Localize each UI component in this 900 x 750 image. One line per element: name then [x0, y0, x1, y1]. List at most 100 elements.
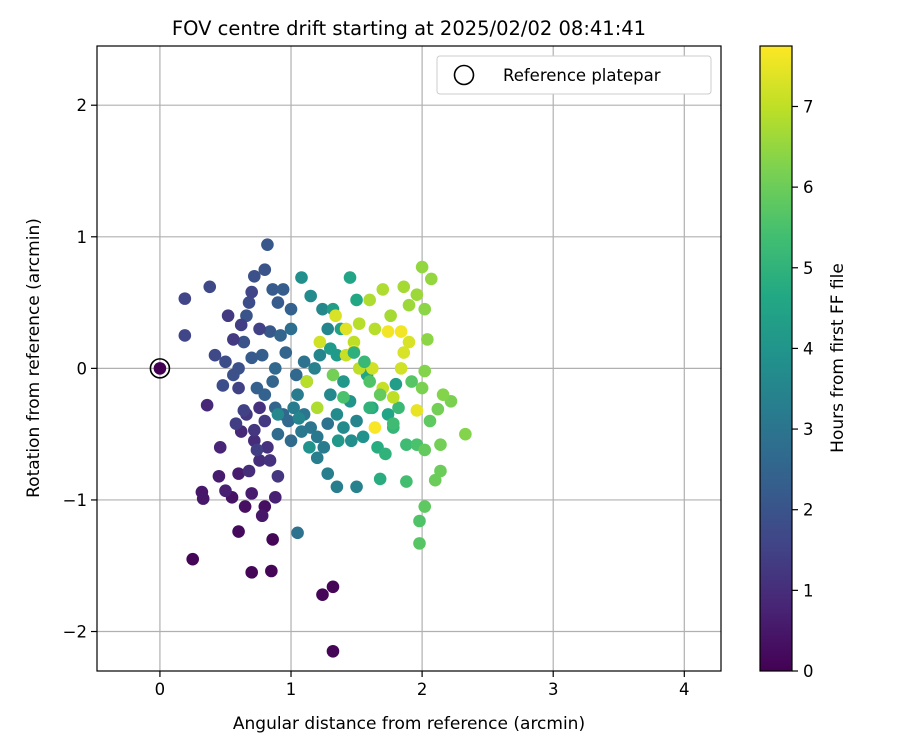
- colorbar-tick-label: 7: [803, 97, 814, 116]
- data-point: [316, 588, 329, 601]
- data-point: [326, 644, 340, 658]
- legend-label: Reference platepar: [503, 66, 661, 85]
- data-point: [291, 388, 304, 401]
- data-point: [394, 362, 408, 375]
- data-point: [248, 269, 261, 283]
- data-point: [330, 408, 344, 421]
- data-point: [195, 485, 209, 499]
- data-point: [242, 464, 256, 478]
- data-point: [310, 451, 324, 465]
- data-point: [386, 417, 400, 430]
- data-point: [219, 484, 232, 498]
- x-axis-label: Angular distance from reference (arcmin): [233, 714, 585, 734]
- data-point: [434, 438, 447, 451]
- data-point: [428, 473, 442, 487]
- data-point: [339, 322, 353, 336]
- legend-marker-circle-icon: [453, 64, 475, 86]
- data-point: [418, 364, 432, 378]
- data-point: [271, 469, 285, 483]
- data-point: [410, 288, 424, 301]
- data-point: [421, 333, 434, 346]
- x-tick-label: 3: [548, 680, 559, 699]
- data-point: [397, 346, 411, 359]
- colorbar-tick-label: 2: [803, 501, 814, 520]
- data-point: [265, 564, 278, 578]
- data-point: [400, 475, 413, 488]
- data-point: [304, 289, 317, 303]
- data-point: [413, 514, 426, 528]
- colorbar-label: Hours from first FF file: [828, 263, 848, 453]
- data-point: [248, 423, 261, 437]
- data-point: [234, 318, 248, 332]
- data-point: [418, 443, 432, 457]
- data-point: [212, 469, 226, 483]
- data-point: [308, 362, 321, 375]
- data-point: [200, 398, 214, 412]
- x-tick-label: 0: [155, 680, 166, 699]
- data-point: [271, 408, 285, 421]
- x-tick-label: 4: [679, 680, 690, 699]
- data-point: [459, 427, 472, 441]
- data-point: [284, 302, 298, 316]
- data-point: [350, 480, 363, 494]
- data-point: [347, 346, 361, 359]
- data-point: [203, 280, 217, 294]
- data-point: [253, 454, 266, 467]
- data-point: [321, 467, 335, 480]
- data-point: [261, 441, 274, 454]
- colorbar: [759, 45, 793, 672]
- data-point: [326, 580, 340, 594]
- data-point: [386, 391, 400, 404]
- data-point: [250, 443, 264, 457]
- data-point: [245, 487, 258, 500]
- data-point: [363, 293, 376, 307]
- data-point: [337, 375, 350, 388]
- data-point: [324, 388, 337, 401]
- legend: Reference platepar: [436, 55, 712, 95]
- data-point: [310, 430, 324, 444]
- reference-marker: [149, 358, 171, 379]
- colorbar-tick-label: 3: [803, 420, 814, 439]
- reference-platepar-marker: [149, 358, 171, 379]
- data-point: [402, 335, 416, 349]
- data-point: [405, 375, 418, 388]
- data-point: [232, 381, 245, 395]
- data-point: [384, 309, 397, 323]
- data-point: [255, 509, 269, 523]
- data-point: [358, 355, 371, 369]
- data-point: [431, 402, 445, 416]
- data-point: [227, 333, 240, 346]
- data-point: [242, 296, 256, 309]
- legend-box: [436, 55, 712, 95]
- data-point: [330, 480, 344, 494]
- chart-title: FOV centre drift starting at 2025/02/02 …: [172, 17, 646, 40]
- data-point: [255, 348, 269, 362]
- data-point: [284, 434, 298, 448]
- data-point: [266, 533, 279, 546]
- data-point: [213, 441, 227, 454]
- data-point: [345, 434, 358, 448]
- data-point: [413, 537, 426, 550]
- data-point: [368, 322, 382, 336]
- data-point: [389, 377, 403, 391]
- data-point: [178, 292, 192, 305]
- axis-ticks: 0 1 2 3 4 −2 −1 0 1 2: [63, 96, 690, 699]
- data-point: [216, 379, 230, 392]
- data-points: [153, 238, 472, 658]
- data-point: [363, 375, 376, 388]
- data-point: [337, 421, 350, 434]
- data-point: [245, 566, 258, 579]
- data-point: [186, 552, 199, 566]
- data-point: [261, 238, 274, 251]
- data-point: [291, 526, 304, 540]
- data-point: [253, 401, 266, 415]
- data-point: [410, 404, 424, 417]
- data-point: [258, 263, 272, 276]
- data-point: [258, 388, 272, 401]
- colorbar-tick-label: 0: [803, 662, 814, 681]
- data-point: [274, 329, 287, 342]
- data-point: [368, 421, 382, 434]
- data-point: [423, 414, 437, 428]
- data-point: [295, 271, 308, 284]
- data-point: [300, 375, 314, 388]
